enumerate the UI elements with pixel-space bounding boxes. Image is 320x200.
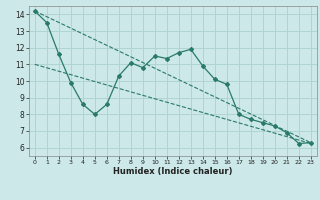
X-axis label: Humidex (Indice chaleur): Humidex (Indice chaleur)	[113, 167, 233, 176]
